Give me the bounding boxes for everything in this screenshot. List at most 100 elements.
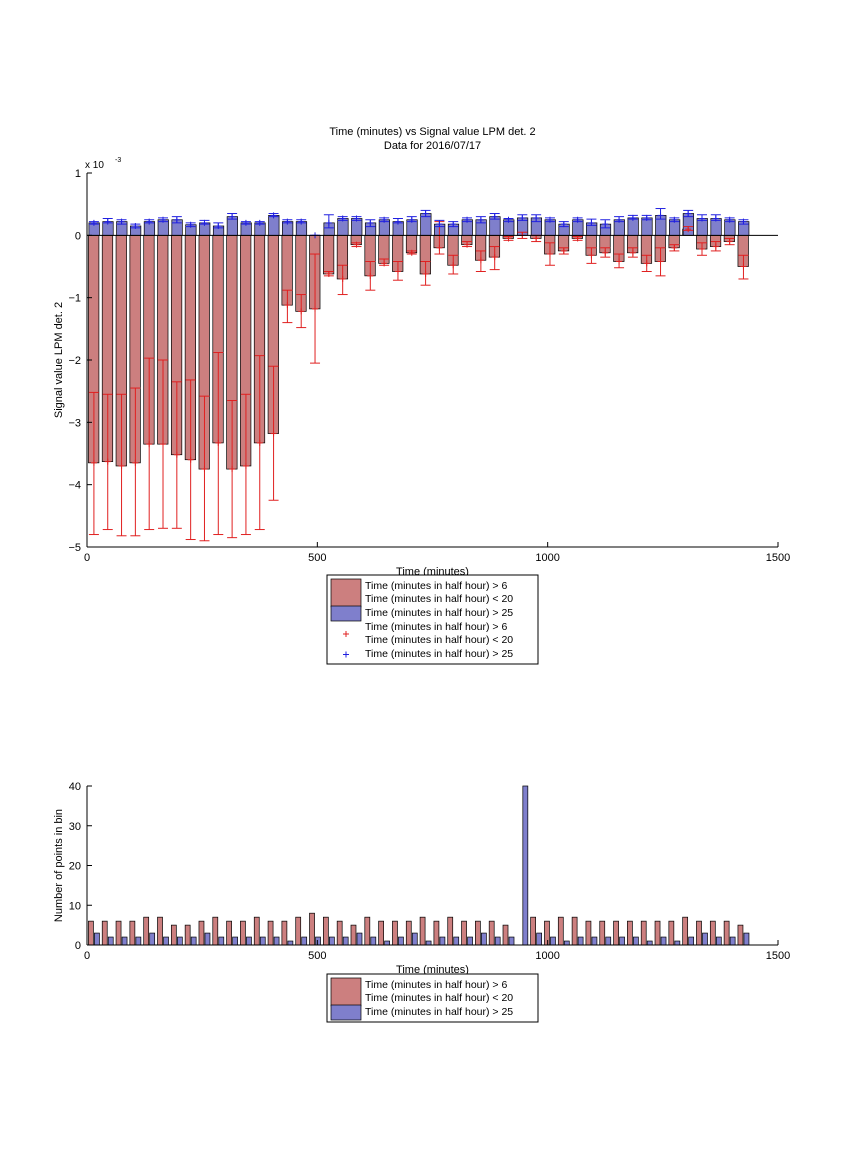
bar [170, 924, 177, 946]
error-bar [240, 219, 251, 226]
error-bar [710, 214, 721, 222]
error-bar [586, 247, 597, 264]
bar [392, 920, 398, 946]
bar [246, 936, 252, 946]
bar [143, 916, 150, 946]
y-tick-label: 1 [75, 168, 81, 180]
legend-swatch [330, 1004, 362, 1021]
x-axis-label: Time (minutes) [396, 964, 469, 976]
error-bar [558, 221, 569, 228]
error-bar [531, 214, 542, 223]
legend-swatch [330, 578, 362, 608]
error-bar [503, 235, 514, 242]
error-bar [171, 381, 182, 529]
bar [309, 912, 315, 946]
error-bar [351, 215, 362, 222]
error-bar [254, 219, 265, 226]
chart-2: 0 500 1000 1500 0 10 20 30 40 Time (minutes) Numbe… [53, 781, 790, 1023]
error-bar [710, 241, 721, 252]
error-bar [544, 216, 555, 223]
x-tick-label: 500 [308, 950, 326, 962]
error-bar [268, 365, 279, 501]
bar [550, 936, 556, 946]
bar [240, 920, 246, 946]
error-bar [489, 213, 500, 220]
error-bar [392, 218, 403, 225]
bar [475, 920, 481, 946]
error-bar [600, 247, 611, 258]
x-tick-label: 0 [84, 950, 90, 962]
bar [481, 932, 487, 946]
error-bar [489, 246, 500, 271]
error-bar [323, 214, 334, 229]
error-bar [448, 221, 459, 228]
bar [723, 920, 730, 946]
bar [149, 932, 156, 946]
bar [323, 234, 335, 275]
error-bar [724, 237, 735, 246]
legend-label: Time (minutes in half hour) > 25 [365, 607, 513, 619]
error-bar [475, 250, 486, 272]
y-tick-label: −2 [68, 355, 81, 367]
error-bar [185, 379, 196, 541]
bar [129, 920, 136, 946]
bar [682, 916, 689, 946]
bar [336, 920, 343, 946]
bar [88, 920, 94, 946]
bar [737, 924, 744, 946]
error-bar [88, 391, 99, 536]
bar [121, 936, 128, 946]
legend-swatch [330, 977, 362, 1007]
bar [204, 932, 211, 946]
error-bar [448, 254, 459, 275]
bar [350, 924, 357, 946]
bar [488, 920, 495, 946]
bar [94, 932, 100, 946]
legend-box [326, 574, 539, 665]
bar [267, 920, 274, 946]
error-bar [213, 352, 224, 536]
error-bar [116, 393, 127, 537]
y-exponent: -3 [115, 157, 121, 164]
bar [163, 936, 169, 946]
error-bar [627, 247, 638, 258]
error-bar [102, 393, 113, 531]
bar [184, 924, 191, 946]
bar [605, 936, 612, 946]
y-exponent-label: x 10 [85, 160, 104, 171]
bar [619, 936, 625, 946]
chart-title: Time (minutes) vs Signal value LPM det. … [329, 126, 535, 138]
error-bar [600, 219, 611, 229]
bar [226, 920, 232, 946]
x-tick-label: 500 [308, 552, 326, 564]
legend-label: Time (minutes in half hour) < 20 [365, 992, 513, 1004]
error-bar [130, 222, 141, 229]
bar [232, 936, 238, 946]
error-bar [683, 226, 694, 233]
error-bar [365, 219, 376, 228]
error-bar [240, 393, 251, 536]
error-bar [627, 214, 638, 221]
bar [295, 916, 302, 946]
bar [563, 940, 570, 946]
bar [425, 940, 432, 946]
y-tick-label: 30 [69, 821, 81, 833]
bar [461, 920, 467, 946]
error-bar [420, 209, 431, 218]
legend-box [326, 973, 539, 1023]
error-bar [379, 258, 390, 267]
error-bar [724, 216, 735, 223]
error-bar [268, 212, 279, 219]
bar [494, 936, 501, 946]
bar [107, 936, 114, 946]
y-tick-label: −1 [68, 293, 81, 305]
bar [544, 920, 550, 946]
x-tick-label: 1500 [766, 950, 790, 962]
bar [557, 916, 564, 946]
y-tick-label: 0 [75, 230, 81, 242]
error-bar [337, 264, 348, 296]
legend-label: Time (minutes in half hour) < 20 [365, 593, 513, 605]
